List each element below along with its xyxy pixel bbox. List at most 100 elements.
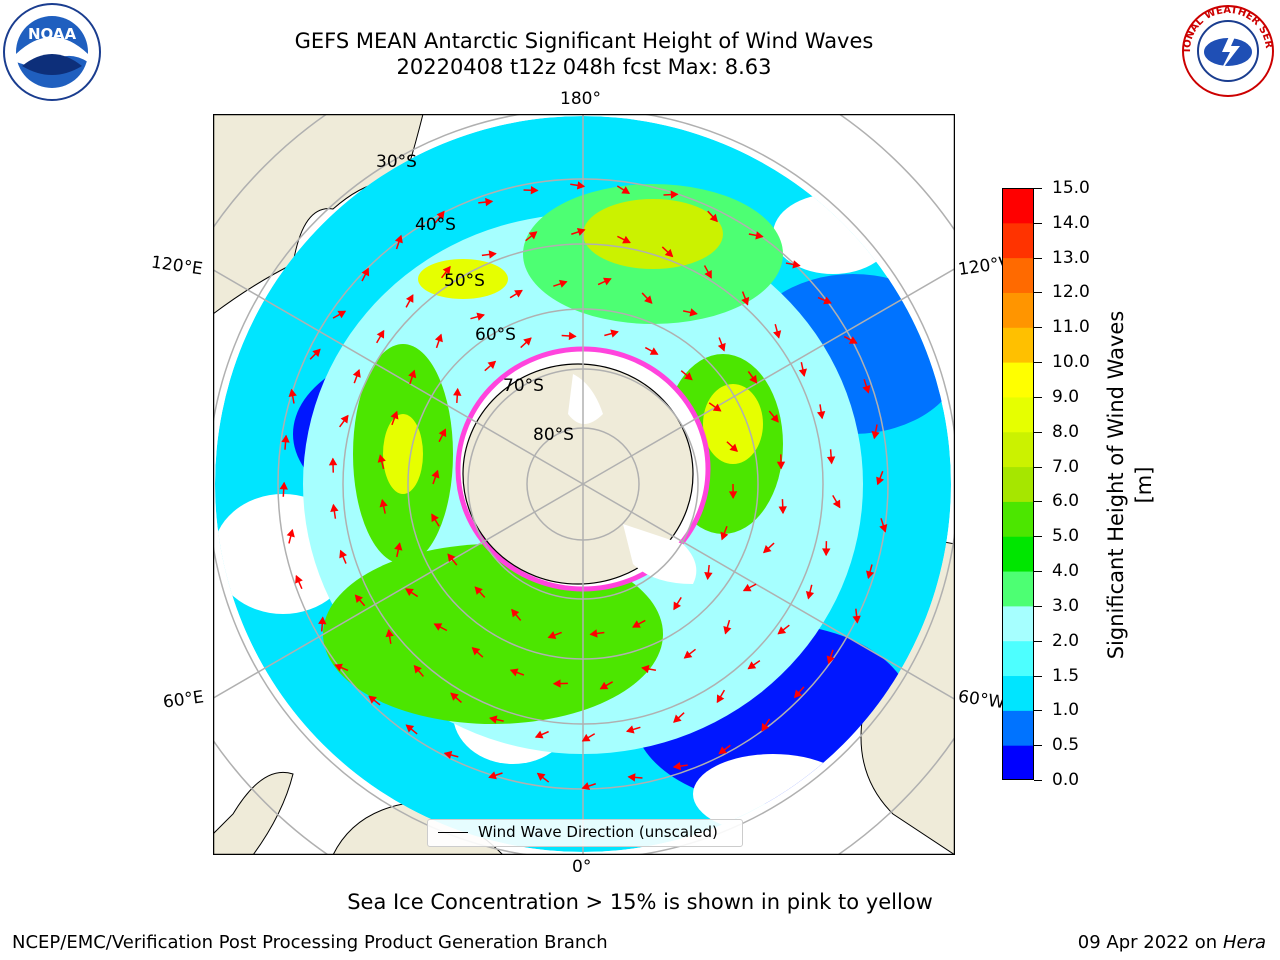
wind-arrow-head xyxy=(826,655,835,665)
peak-wave-region xyxy=(583,199,723,269)
wind-arrow-head xyxy=(762,544,772,554)
colorbar-segment xyxy=(1002,466,1034,502)
wind-arrow-head xyxy=(704,269,712,279)
wind-arrow-head xyxy=(621,186,631,194)
colorbar-tick-label: 15.0 xyxy=(1052,178,1090,198)
wind-arrow-head xyxy=(376,329,385,339)
wind-arrow-head xyxy=(471,647,481,656)
colorbar-tick-mark xyxy=(1034,431,1042,433)
colorbar-tick-label: 12.0 xyxy=(1052,282,1090,303)
wind-arrow-head xyxy=(589,629,598,638)
wind-arrow-head xyxy=(805,590,815,600)
wind-arrow-head xyxy=(720,531,729,541)
wind-arrow-head xyxy=(704,571,713,581)
date-text: 09 Apr 2022 on Hera xyxy=(1078,932,1266,953)
chart-subtitle: 20220408 t12z 048h fcst Max: 8.63 xyxy=(396,55,772,79)
colorbar-tick-label: 0.0 xyxy=(1052,770,1080,790)
colorbar-tick-mark xyxy=(1034,571,1042,573)
wind-arrow-head xyxy=(476,312,485,321)
colorbar-tick-mark xyxy=(1034,501,1042,503)
wind-arrow-head xyxy=(761,723,770,732)
colorbar-tick-label: 14.0 xyxy=(1052,212,1090,233)
lat-label: 70°S xyxy=(503,376,544,396)
wind-arrow-head xyxy=(871,430,880,440)
colorbar-tick-mark xyxy=(1034,362,1042,364)
legend-label: Wind Wave Direction (unscaled) xyxy=(478,823,718,841)
wind-arrow-head xyxy=(390,410,399,420)
colorbar-segment xyxy=(1002,396,1034,433)
wind-arrow-head xyxy=(453,387,462,396)
wind-arrow-head xyxy=(509,668,519,677)
colorbar-tick-mark xyxy=(1034,188,1042,189)
wind-arrow-head xyxy=(330,503,339,513)
wind-arrow-head xyxy=(337,310,347,319)
wind-arrow-head xyxy=(798,368,807,377)
wind-arrow-head xyxy=(749,374,758,384)
colorbar-tick-mark xyxy=(1034,710,1042,712)
wind-arrow-head xyxy=(741,296,750,306)
colorbar-label: Significant Height of Wind Waves [m] xyxy=(1104,310,1156,660)
colorbar-tick-label: 6.0 xyxy=(1052,491,1080,512)
colorbar-segment xyxy=(1002,501,1034,537)
colorbar-segment xyxy=(1002,222,1034,259)
colorbar-tick-label: 9.0 xyxy=(1052,386,1080,407)
wind-arrow-head xyxy=(627,773,636,782)
wind-arrow-head xyxy=(405,724,415,733)
colorbar-segment xyxy=(1002,640,1034,677)
lon-label-left-lower: 60°E xyxy=(161,687,206,713)
colorbar-segment xyxy=(1002,745,1034,780)
wind-arrow-head xyxy=(328,457,338,466)
colorbar-tick-label: 11.0 xyxy=(1052,317,1090,338)
wind-arrow-head xyxy=(530,186,539,195)
wind-arrow-head xyxy=(436,210,445,220)
wind-arrow-head xyxy=(876,476,884,486)
lat-label: 40°S xyxy=(415,215,456,235)
colorbar-segment xyxy=(1002,257,1034,293)
wind-arrow-head xyxy=(689,308,698,317)
colorbar-border xyxy=(1002,188,1034,780)
wind-arrow-head xyxy=(777,626,787,635)
wind-arrow-head xyxy=(528,231,538,240)
colorbar-tick-label: 1.5 xyxy=(1052,665,1080,686)
wind-arrow-head xyxy=(318,616,327,625)
wind-arrow-head xyxy=(511,608,520,618)
wind-arrow-head xyxy=(431,513,439,523)
wind-arrow-head xyxy=(523,337,532,346)
wind-arrow-head xyxy=(649,347,659,355)
wind-arrow-head xyxy=(848,336,858,344)
wind-arrow-head xyxy=(599,681,609,690)
sea-ice-footnote: Sea Ice Concentration > 15% is shown in … xyxy=(347,890,933,914)
wind-arrow-head xyxy=(488,771,497,780)
wind-arrow-head xyxy=(632,620,641,628)
wind-arrow-head xyxy=(793,689,803,699)
wind-arrow-head xyxy=(514,289,523,298)
wind-arrow-head xyxy=(862,384,871,394)
wind-arrow-head xyxy=(823,296,832,305)
wind-arrow-head xyxy=(385,628,394,638)
wind-arrow-head xyxy=(286,528,295,538)
wind-arrow-head xyxy=(340,414,349,424)
wind-arrow-head xyxy=(361,267,370,277)
colorbar-tick-mark xyxy=(1034,605,1042,607)
lat-label: 50°S xyxy=(444,271,485,291)
colorbar-tick-label: 5.0 xyxy=(1052,526,1080,547)
wind-arrow-head xyxy=(568,331,577,341)
wind-arrow-head xyxy=(447,553,456,563)
colorbar-tick-label: 10.0 xyxy=(1052,352,1090,373)
wind-arrow-head xyxy=(728,491,738,500)
wind-arrow-head xyxy=(279,481,288,490)
colorbar-segment xyxy=(1002,188,1034,224)
colorbar-tick-mark xyxy=(1034,292,1042,294)
wind-arrow-head xyxy=(534,730,544,739)
wind-arrow-head xyxy=(832,499,841,509)
wind-arrow-head xyxy=(489,715,498,724)
colorbar-tick-label: 0.5 xyxy=(1052,735,1080,756)
wind-arrow-head xyxy=(339,549,348,559)
wind-arrow-head xyxy=(673,714,682,723)
credit-text: NCEP/EMC/Verification Post Processing Pr… xyxy=(12,932,608,953)
colorbar-tick-label: 2.0 xyxy=(1052,630,1080,651)
wind-arrow-head xyxy=(709,213,718,223)
colorbar-segment xyxy=(1002,536,1034,572)
wind-arrow-head xyxy=(683,650,693,659)
map-legend: Wind Wave Direction (unscaled) xyxy=(427,819,743,847)
